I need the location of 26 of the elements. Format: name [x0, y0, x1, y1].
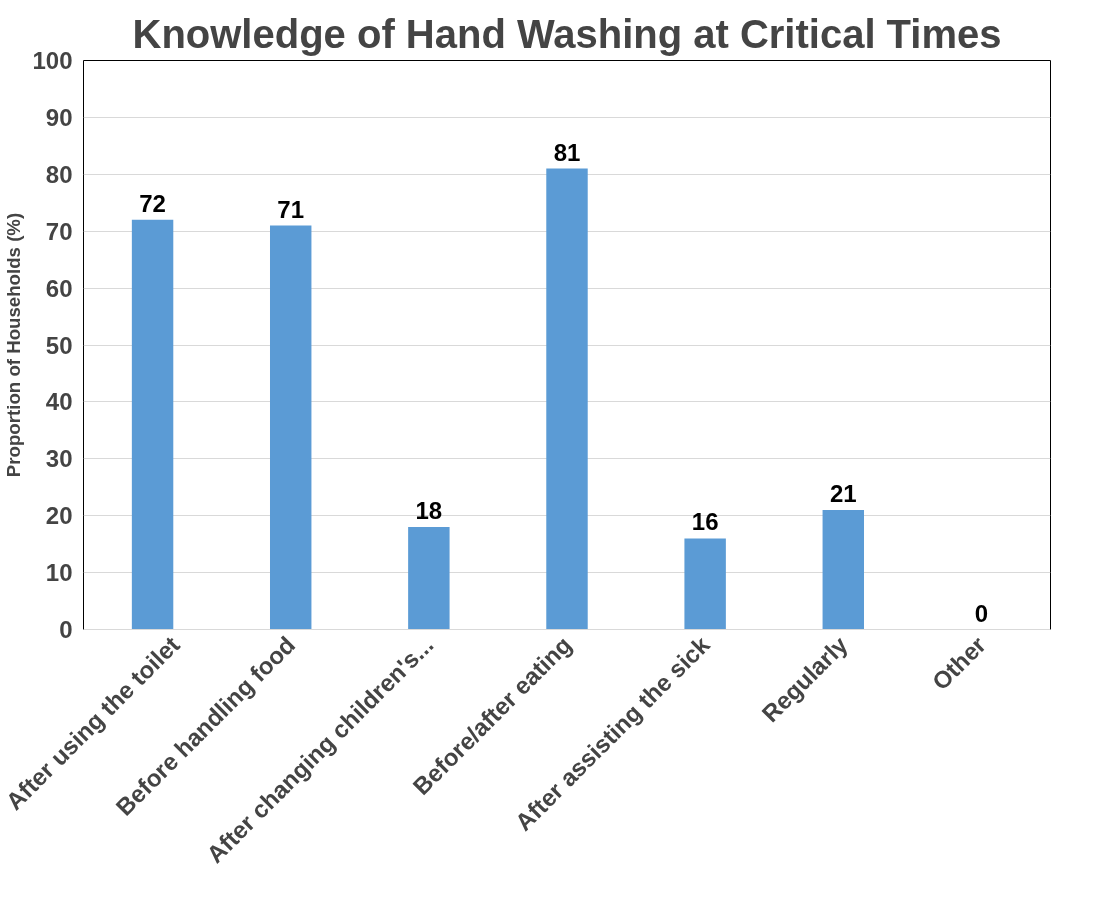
y-tick-label: 20: [45, 502, 73, 530]
y-axis-title: Proportion of Households (%): [3, 212, 25, 478]
y-tick-label: 60: [45, 274, 73, 302]
data-label: 16: [691, 508, 719, 536]
bar: [546, 168, 588, 630]
data-label: 21: [829, 480, 857, 508]
data-label: 71: [277, 195, 305, 223]
y-tick-label: 40: [45, 388, 73, 416]
data-label: 72: [139, 189, 166, 217]
bar: [269, 225, 312, 630]
bar: [408, 527, 450, 630]
bar: [822, 510, 865, 630]
y-tick-label: 80: [45, 160, 73, 188]
y-tick-label: 90: [45, 103, 73, 131]
y-tick-label: 100: [32, 47, 73, 74]
bar: [684, 538, 726, 630]
bar: [131, 219, 174, 630]
chart-title: Knowledge of Hand Washing at Critical Times: [132, 11, 1002, 56]
y-tick-label: 50: [45, 331, 73, 359]
data-label: 81: [553, 138, 581, 166]
data-label: 0: [974, 599, 989, 627]
y-tick-label: 70: [45, 217, 73, 245]
y-tick-label: 0: [59, 616, 73, 643]
data-label: 18: [415, 497, 443, 525]
y-tick-label: 10: [45, 559, 73, 587]
y-tick-label: 30: [45, 445, 73, 473]
